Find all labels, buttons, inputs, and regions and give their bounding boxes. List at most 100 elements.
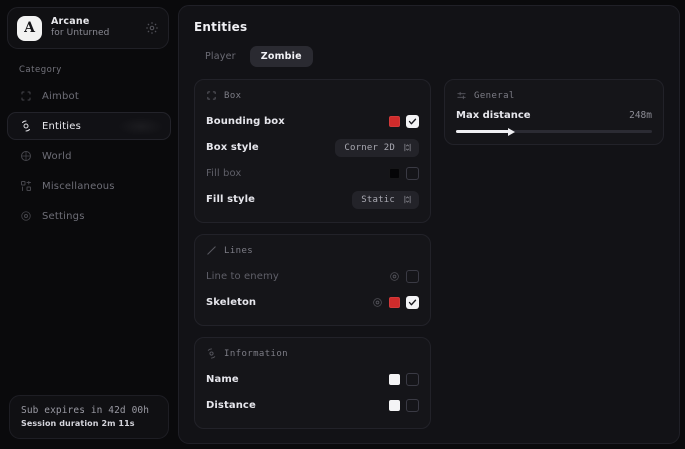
sidebar-item-aimbot[interactable]: Aimbot (7, 82, 171, 110)
box-section: Box Bounding box Box style (194, 79, 431, 223)
row-controls (389, 270, 419, 283)
slider-value: 248m (629, 110, 652, 121)
box-section-header: Box (206, 90, 419, 101)
gear-icon (20, 210, 32, 222)
color-swatch[interactable] (389, 400, 400, 411)
slider-thumb[interactable] (507, 127, 515, 136)
profile-text: Arcane for Unturned (51, 16, 136, 39)
subscription-expiry: Sub expires in 42d 00h (21, 405, 150, 416)
left-column: Box Bounding box Box style (194, 79, 431, 429)
avatar: A (17, 15, 42, 41)
sidebar-item-settings[interactable]: Settings (7, 202, 171, 230)
lines-section-header: Lines (206, 245, 419, 256)
gear-icon[interactable] (372, 297, 383, 308)
max-distance-header: Max distance 248m (456, 110, 652, 121)
row-controls (389, 115, 419, 128)
row-label: Distance (206, 400, 256, 411)
general-section: General Max distance 248m (444, 79, 664, 145)
sidebar-item-entities[interactable]: Entities (7, 112, 171, 140)
row-controls (389, 373, 419, 386)
entity-type-tabs: Player Zombie (194, 46, 664, 67)
tab-zombie[interactable]: Zombie (249, 46, 313, 67)
information-section: Information Name Distance (194, 337, 431, 429)
row-label: Skeleton (206, 297, 257, 308)
category-label: Category (19, 65, 62, 75)
lines-section: Lines Line to enemy (194, 234, 431, 326)
row-label: Bounding box (206, 116, 285, 127)
slider-label: Max distance (456, 110, 531, 121)
color-swatch[interactable] (389, 116, 400, 127)
sidebar: A Arcane for Unturned Category (5, 5, 173, 444)
row-distance: Distance (206, 394, 419, 417)
box-corners-icon (206, 90, 217, 101)
row-label: Name (206, 374, 239, 385)
general-section-title: General (474, 90, 515, 101)
crosshair-icon (20, 90, 32, 102)
status-card: Sub expires in 42d 00h Session duration … (9, 395, 169, 439)
profile-card[interactable]: A Arcane for Unturned (7, 7, 169, 49)
box-section-title: Box (224, 90, 242, 101)
main-panel: Entities Player Zombie Box (178, 5, 680, 444)
active-glow (118, 117, 164, 136)
sidebar-item-world[interactable]: World (7, 142, 171, 170)
tab-player[interactable]: Player (205, 51, 236, 62)
globe-icon (20, 150, 32, 162)
color-swatch[interactable] (389, 297, 400, 308)
row-bounding-box: Bounding box (206, 110, 419, 133)
checkbox-distance[interactable] (406, 399, 419, 412)
color-swatch[interactable] (389, 374, 400, 385)
general-section-header: General (456, 90, 652, 101)
row-controls (372, 296, 419, 309)
chevron-expand-icon (403, 195, 412, 204)
slider-fill (456, 130, 509, 133)
row-label: Fill style (206, 194, 256, 205)
row-fill-box: Fill box (206, 162, 419, 185)
row-controls (389, 167, 419, 180)
sidebar-item-label: Entities (42, 120, 82, 132)
sidebar-item-label: Miscellaneous (42, 180, 115, 192)
sidebar-item-label: Settings (42, 210, 85, 222)
gear-icon[interactable] (145, 21, 159, 35)
checkbox-name[interactable] (406, 373, 419, 386)
line-icon (206, 245, 217, 256)
row-label: Box style (206, 142, 259, 153)
row-box-style: Box style Corner 2D (206, 136, 419, 159)
dropdown-value: Static (361, 194, 395, 205)
puzzle-icon (20, 180, 32, 192)
dropdown-fill-style[interactable]: Static (352, 190, 419, 209)
color-swatch[interactable] (389, 168, 400, 179)
sliders-icon (456, 90, 467, 101)
max-distance-slider[interactable] (456, 127, 652, 136)
sidebar-nav: Aimbot Entities (5, 82, 173, 230)
sidebar-item-label: World (42, 150, 72, 162)
chevron-expand-icon (403, 143, 412, 152)
checkbox-skeleton[interactable] (406, 296, 419, 309)
row-label: Fill box (206, 168, 242, 179)
profile-title: Arcane (51, 16, 90, 28)
checkbox-fill-box[interactable] (406, 167, 419, 180)
lines-section-title: Lines (224, 245, 254, 256)
row-name: Name (206, 368, 419, 391)
gear-icon[interactable] (389, 271, 400, 282)
row-controls (389, 399, 419, 412)
settings-columns: Box Bounding box Box style (194, 79, 664, 429)
checkbox-bounding-box[interactable] (406, 115, 419, 128)
dropdown-value: Corner 2D (344, 142, 395, 153)
row-line-to-enemy: Line to enemy (206, 265, 419, 288)
row-label: Line to enemy (206, 271, 279, 282)
sidebar-item-label: Aimbot (42, 90, 79, 102)
right-column: General Max distance 248m (444, 79, 664, 145)
row-fill-style: Fill style Static (206, 188, 419, 211)
info-nodes-icon (206, 348, 217, 359)
entities-icon (20, 120, 32, 132)
row-skeleton: Skeleton (206, 291, 419, 314)
information-section-header: Information (206, 348, 419, 359)
profile-subtitle: for Unturned (51, 28, 110, 39)
sidebar-item-miscellaneous[interactable]: Miscellaneous (7, 172, 171, 200)
session-duration: Session duration 2m 11s (21, 419, 135, 428)
checkbox-line-to-enemy[interactable] (406, 270, 419, 283)
information-section-title: Information (224, 348, 289, 359)
dropdown-box-style[interactable]: Corner 2D (335, 138, 419, 157)
page-title: Entities (194, 20, 248, 34)
